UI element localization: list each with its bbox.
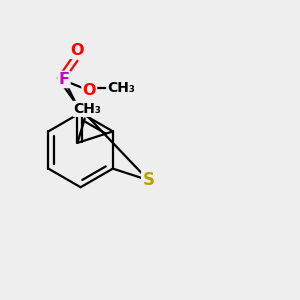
Text: CH₃: CH₃: [74, 102, 102, 116]
Text: S: S: [142, 171, 154, 189]
Text: CH₃: CH₃: [107, 81, 135, 95]
Text: F: F: [58, 72, 70, 87]
Text: O: O: [82, 83, 96, 98]
Text: O: O: [70, 43, 84, 58]
